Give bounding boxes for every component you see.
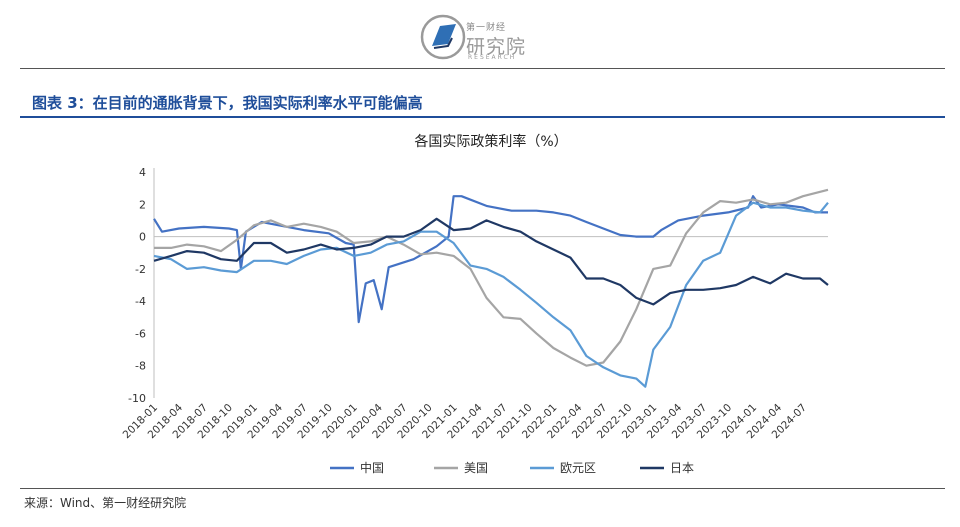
brand-logo: 第一财经 研究院 RESEARCH [418,12,548,62]
source-note: 来源：Wind、第一财经研究院 [24,496,187,510]
figure-title: 图表 3：在目前的通胀背景下，我国实际利率水平可能偏高 [32,94,423,112]
header-divider [20,68,945,69]
y-tick-label: -6 [135,327,146,340]
legend-label: 美国 [464,461,488,475]
figure-title-underline [20,116,945,118]
logo-emblem-icon [420,14,466,60]
series-line-2 [154,188,829,367]
logo-name: 研究院 [466,36,527,58]
y-tick-label: -4 [135,295,146,308]
y-tick-label: 2 [139,198,146,211]
logo-tagline: 第一财经 [466,23,507,33]
y-tick-label: -2 [135,263,146,276]
series-line-4 [153,217,829,306]
footer-divider [20,488,945,489]
legend-label: 日本 [670,461,694,475]
y-tick-label: 0 [139,231,146,244]
chart-title: 各国实际政策利率（%） [414,133,567,150]
legend-label: 欧元区 [560,461,596,475]
y-tick-label: 4 [139,166,146,179]
series-line-3 [153,201,829,388]
y-tick-label: -10 [128,392,146,405]
logo-english: RESEARCH [468,54,517,61]
real-policy-rate-chart: 各国实际政策利率（%）420-2-4-6-8-102018-012018-042… [121,133,829,475]
legend-label: 中国 [360,460,384,475]
y-tick-label: -8 [135,360,146,373]
